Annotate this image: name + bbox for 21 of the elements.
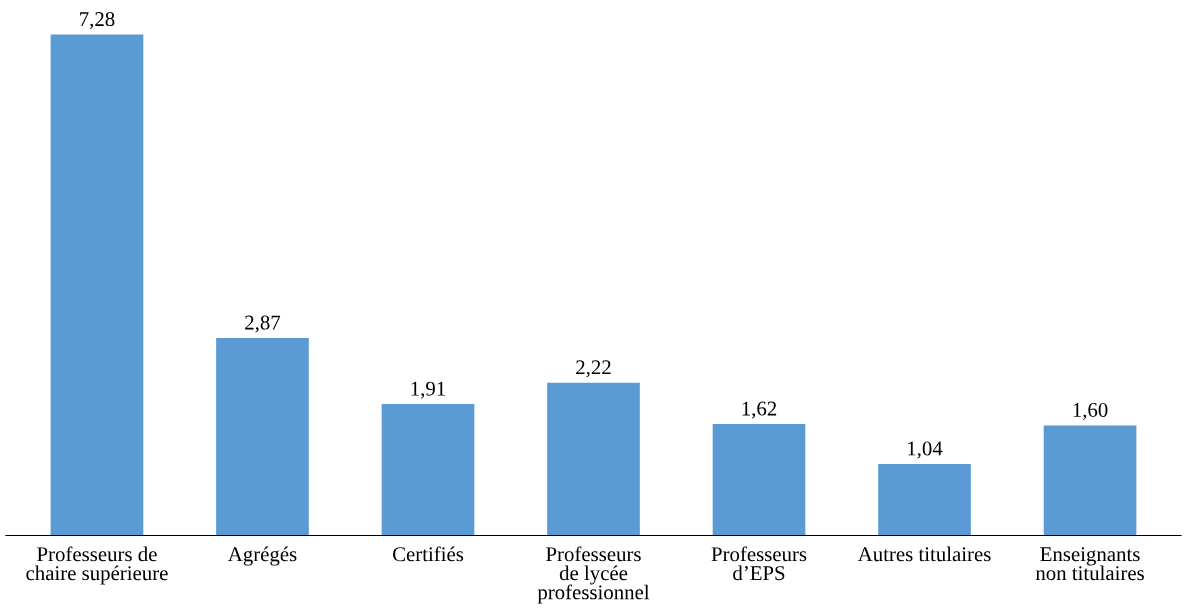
data-label: 7,28 — [80, 12, 115, 30]
bar — [878, 463, 971, 536]
x-tick-label: Professeurs de lycée professionnel — [537, 546, 650, 604]
data-label: 2,87 — [245, 315, 281, 333]
x-tick-label: Professeurs d’EPS — [711, 546, 807, 581]
data-label: 1,60 — [1073, 402, 1108, 420]
data-label: 1,91 — [411, 381, 445, 399]
data-label: 2,22 — [576, 360, 611, 378]
x-tick-label: Professeurs de chaire supérieure — [26, 546, 168, 585]
bar — [712, 424, 806, 536]
x-tick-label: Enseignants non titulaires — [1035, 547, 1144, 581]
data-label: 1,04 — [908, 441, 943, 459]
bar — [381, 404, 475, 536]
x-tick-label: Agrégés — [227, 546, 297, 566]
bar — [547, 382, 640, 536]
bar — [50, 34, 144, 536]
bar — [1043, 425, 1137, 536]
data-label: 1,62 — [742, 401, 777, 419]
x-tick-label: Certifiés — [392, 546, 464, 562]
bar — [216, 337, 309, 536]
x-tick-label: Autres titulaires — [857, 546, 991, 562]
